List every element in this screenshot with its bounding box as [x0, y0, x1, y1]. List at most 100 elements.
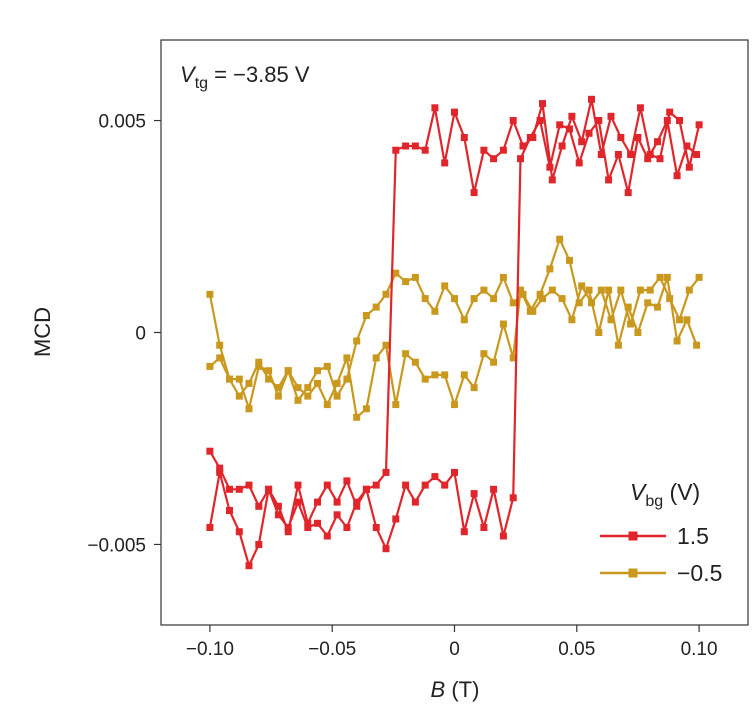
series-0-sweep-down-point-39	[314, 498, 321, 506]
series-1-sweep-up-point-1	[216, 354, 224, 362]
series-0-sweep-down-point-34	[362, 485, 370, 493]
series-1-sweep-down-point-44	[265, 375, 273, 383]
series-0-sweep-up-point-43	[624, 189, 632, 197]
series-1-sweep-down-point-35	[353, 337, 361, 345]
series-0-sweep-down-point-32	[382, 468, 390, 476]
series-1-sweep-down-point-1	[685, 286, 693, 294]
series-1-sweep-up-point-50	[693, 341, 701, 349]
series-0-sweep-up-point-12	[323, 532, 331, 540]
series-1-sweep-up-point-9	[294, 384, 302, 392]
series-1-sweep-up-point-22	[421, 375, 429, 383]
y-tick-label-2: −0.005	[87, 535, 146, 556]
series-layer	[206, 95, 703, 570]
series-0-sweep-down-point-17	[529, 134, 537, 141]
series-1-sweep-down-point-50	[206, 290, 214, 298]
series-0-sweep-down-point-1	[685, 163, 693, 171]
series-0-sweep-down-point-33	[372, 481, 380, 489]
series-0-sweep-up-point-45	[644, 155, 652, 163]
y-tick-label-0: 0.005	[98, 112, 146, 133]
series-1-sweep-down-point-17	[529, 307, 537, 315]
series-0-sweep-down-point-12	[578, 138, 586, 146]
series-0-sweep-up-point-11	[314, 519, 321, 527]
series-1-sweep-up-point-17	[372, 354, 380, 362]
series-1-sweep-up-point-38	[575, 299, 583, 307]
series-1	[206, 235, 703, 421]
series-0-sweep-up-point-19	[392, 515, 400, 523]
series-1-sweep-up-point-19	[392, 401, 400, 409]
series-1-sweep-down-point-22	[480, 286, 488, 294]
series-0-sweep-down-point-35	[353, 502, 361, 510]
series-1-sweep-up-point-28	[480, 350, 488, 358]
series-0-sweep-down-point-47	[235, 485, 243, 493]
series-1-sweep-down-point-4	[656, 273, 664, 281]
series-0-sweep-up-point-44	[634, 134, 642, 141]
series-1-sweep-up-point-23	[431, 371, 439, 379]
series-0-sweep-down-point-30	[402, 142, 410, 150]
series-1-sweep-down-point-49	[216, 341, 224, 349]
series-0-sweep-down-point-24	[460, 134, 468, 141]
series-1-sweep-up-point-42	[614, 341, 622, 349]
series-1-sweep-down-point-10	[597, 286, 605, 294]
x-tick-label-1: −0.05	[308, 639, 356, 660]
series-1-sweep-up-point-36	[556, 235, 564, 243]
series-1-sweep-down-point-12	[578, 282, 586, 290]
series-0-sweep-down-point-4	[656, 155, 664, 163]
series-0-sweep-down-point-5	[646, 151, 654, 158]
series-0-sweep-up-point-4	[245, 562, 253, 570]
series-1-sweep-up-point-39	[585, 286, 593, 294]
series-0-sweep-up-point-49	[683, 142, 691, 150]
series-0-sweep-up-point-36	[556, 121, 564, 129]
series-0-sweep-down-point-29	[411, 142, 419, 150]
series-0-sweep-up-point-42	[614, 151, 622, 158]
series-0-sweep-up-point-23	[431, 473, 439, 481]
series-0-sweep-down-point-9	[607, 112, 615, 120]
series-0-sweep-down-point-22	[480, 146, 488, 154]
series-1-sweep-down-point-26	[441, 282, 449, 290]
series-1-sweep-down-point-11	[588, 299, 595, 307]
series-0-sweep-up-point-2	[226, 507, 233, 514]
series-1-sweep-down-point-5	[646, 286, 654, 294]
series-1-sweep-up-point-43	[624, 303, 632, 311]
series-0-sweep-up-point-40	[595, 117, 603, 124]
y-axis-ticks: 0.005 0 −0.005	[87, 112, 161, 556]
series-1-sweep-down-point-47	[235, 392, 243, 400]
series-0-sweep-down-point-0	[695, 121, 703, 129]
series-0-sweep-down-point-11	[588, 95, 595, 103]
series-1-sweep-down-point-48	[226, 375, 233, 383]
series-0-sweep-up-point-48	[673, 172, 681, 180]
series-1-sweep-down-point-2	[676, 316, 683, 324]
series-0-sweep-down-point-26	[441, 159, 449, 167]
series-0-sweep-down-point-27	[431, 104, 439, 112]
series-1-sweep-down-point-25	[451, 295, 458, 303]
series-0-sweep-down-point-45	[255, 502, 263, 510]
series-0-sweep-up-point-20	[402, 481, 410, 489]
series-1-sweep-up-point-3	[235, 375, 243, 383]
series-0-sweep-up-point-31	[509, 494, 517, 502]
x-axis-ticks: −0.10 −0.05 0 0.05 0.10	[186, 625, 718, 660]
series-1-sweep-down-point-37	[333, 392, 341, 400]
series-0-sweep-down-point-44	[265, 485, 273, 493]
series-1-sweep-up-point-20	[402, 350, 410, 358]
series-1-sweep-up-point-16	[362, 405, 370, 413]
series-0-sweep-up-point-5	[255, 541, 263, 548]
series-1-sweep-up-point-40	[595, 329, 603, 336]
series-1-sweep-down-point-32	[382, 290, 390, 298]
y-tick-label-1: 0	[135, 324, 146, 345]
series-0-sweep-up-point-22	[421, 481, 429, 489]
series-1-sweep-up-point-4	[245, 405, 253, 413]
series-0-sweep-down-point-2	[676, 117, 683, 124]
series-1-sweep-up-point-34	[536, 290, 544, 298]
series-0-sweep-down-point-42	[284, 528, 292, 536]
series-1-sweep-down-point-29	[411, 273, 419, 281]
series-0-sweep-down-point-18	[519, 142, 527, 150]
series-0-sweep-up-point-46	[654, 138, 661, 146]
series-0-sweep-up-point-37	[566, 125, 573, 133]
series-0-sweep-down-point-43	[274, 502, 282, 510]
series-0	[206, 95, 703, 570]
x-tick-label-4: 0.10	[681, 639, 718, 660]
series-0-sweep-up-point-32	[517, 155, 524, 163]
annotation-vtg: Vtg = −3.85 V	[180, 62, 310, 92]
series-1-sweep-up-point-24	[441, 371, 449, 379]
series-1-sweep-up-point-45	[644, 299, 652, 307]
series-0-sweep-down-point-13	[568, 112, 576, 120]
